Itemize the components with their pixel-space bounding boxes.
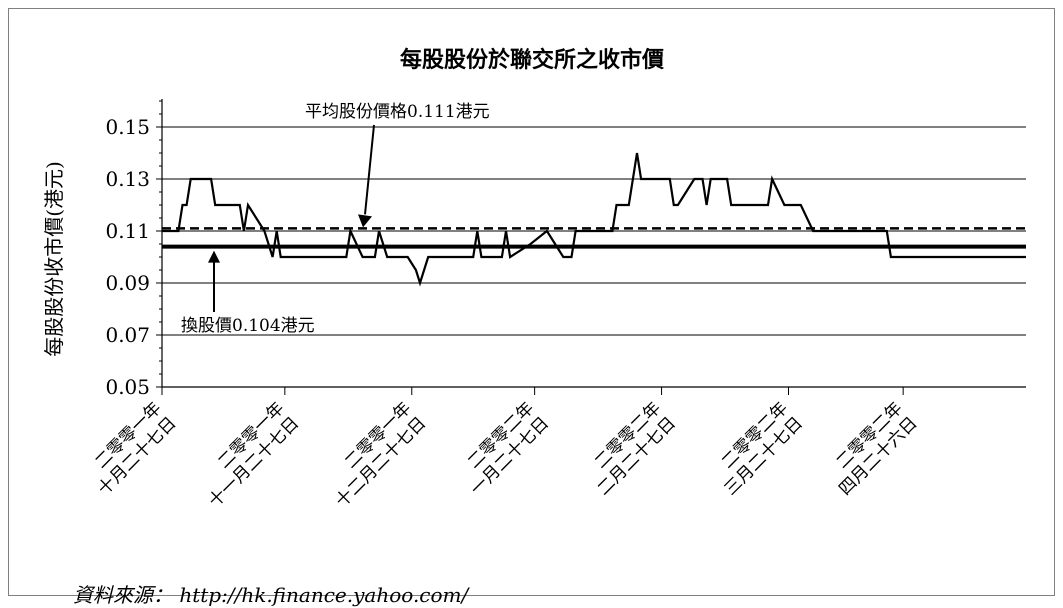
chart-frame: 每股股份於聯交所之收市價 每股股份收市價(港元) 0.05 0.07 0.09 0.1… xyxy=(8,8,1055,596)
y-tick-label: 0.13 xyxy=(105,167,150,191)
conversion-price-annotation: 換股價0.104港元 xyxy=(181,316,315,336)
x-tick-labels: 二零零一年十月二十七日二零零一年十一月二十七日二零零一年十二月二十七日二零零二年… xyxy=(79,398,921,511)
average-price-annotation: 平均股份價格0.111港元 xyxy=(305,102,490,122)
y-tick-label: 0.09 xyxy=(105,271,150,295)
average-price-arrowhead xyxy=(358,214,372,227)
chart-title: 每股股份於聯交所之收市價 xyxy=(400,47,665,73)
series-layer xyxy=(162,153,1026,283)
y-tick-label: 0.05 xyxy=(105,375,150,399)
y-tick-label: 0.07 xyxy=(105,323,150,347)
conversion-price-arrowhead xyxy=(208,251,220,263)
average-price-arrow xyxy=(365,125,374,214)
y-tick-label: 0.11 xyxy=(105,219,150,243)
price-series-line xyxy=(162,153,1026,283)
y-axis-label: 每股股份收市價(港元) xyxy=(42,161,66,357)
line-chart: 每股股份於聯交所之收市價 每股股份收市價(港元) 0.05 0.07 0.09 0.1… xyxy=(9,9,1056,597)
y-tick-label: 0.15 xyxy=(105,115,150,139)
y-tick-labels: 0.05 0.07 0.09 0.11 0.13 0.15 xyxy=(105,115,150,399)
